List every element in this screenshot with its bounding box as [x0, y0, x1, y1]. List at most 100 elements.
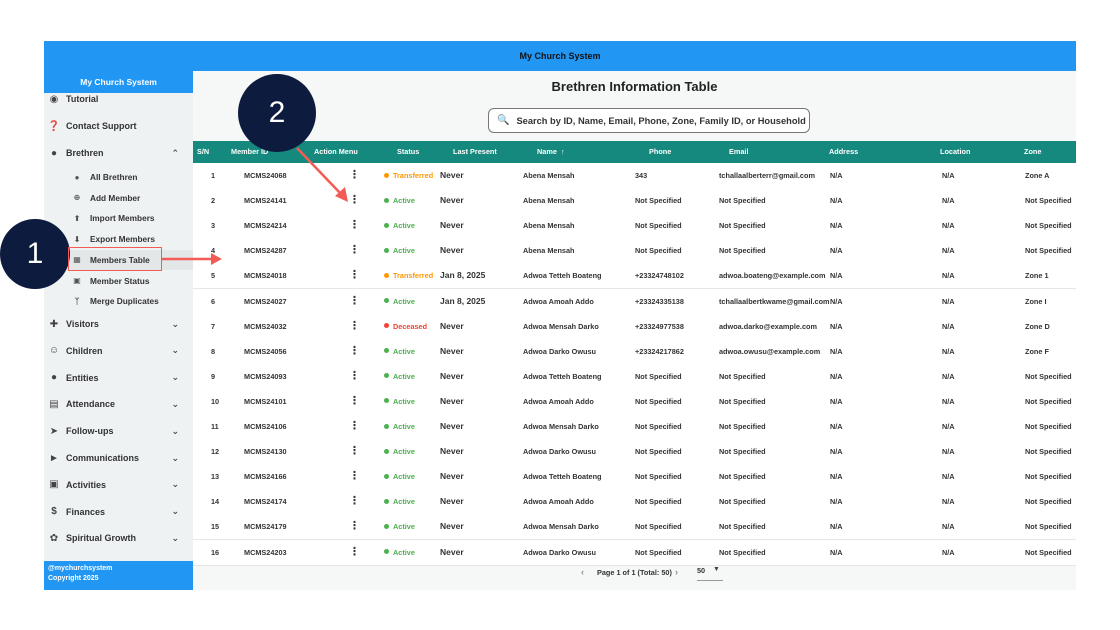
cell-name: Adwoa Amoah Addo: [523, 296, 594, 306]
status-dot-icon: [384, 423, 389, 429]
action-menu-icon[interactable]: ⋮: [349, 369, 360, 382]
action-menu-icon[interactable]: ⋮: [349, 545, 360, 558]
cell-name: Adwoa Mensah Darko: [523, 522, 599, 532]
action-menu-icon[interactable]: ⋮: [349, 520, 360, 533]
cell-phone: Not Specified: [635, 522, 682, 532]
cell-phone: +23324748102: [635, 271, 684, 281]
table-row[interactable]: 12 MCMS24130 Never Adwoa Darko Owusu Not Spe…: [193, 439, 1076, 466]
sidebar-subitem[interactable]: ᛉ Merge Duplicates: [44, 291, 193, 311]
action-menu-icon[interactable]: ⋮: [349, 495, 360, 508]
cell-phone: Not Specified: [635, 497, 682, 507]
action-menu-icon[interactable]: ⋮: [349, 470, 360, 483]
cell-address: N/A: [830, 396, 843, 406]
merge-icon: ᛉ: [74, 296, 80, 306]
cell-email: Not Specified: [719, 547, 766, 557]
column-header[interactable]: Name: [537, 147, 557, 156]
action-menu-icon[interactable]: ⋮: [349, 244, 360, 257]
prev-page-icon[interactable]: ‹: [581, 567, 584, 577]
sidebar-item-brethren[interactable]: ● Brethren ⌃: [44, 143, 193, 163]
sidebar-section[interactable]: ▤ Attendance ⌄: [44, 394, 193, 414]
column-header[interactable]: Location: [940, 147, 971, 156]
column-header[interactable]: S/N: [197, 147, 210, 156]
cell-name: Adwoa Amoah Addo: [523, 396, 594, 406]
action-menu-icon[interactable]: ⋮: [349, 219, 360, 232]
column-header[interactable]: Last Present: [453, 147, 497, 156]
sidebar-section[interactable]: ✿ Spiritual Growth ⌄: [44, 528, 193, 548]
search-input[interactable]: [516, 115, 807, 126]
sidebar-section[interactable]: ► Communications ⌄: [44, 448, 193, 468]
cell-member-id: MCMS24027: [244, 296, 287, 306]
sidebar-section[interactable]: ● Entities ⌄: [44, 368, 193, 388]
table-row[interactable]: 15 MCMS24179 Never Adwoa Mensah Darko Not Sp…: [193, 514, 1076, 541]
column-header[interactable]: Action Menu: [314, 147, 358, 156]
column-header[interactable]: Phone: [649, 147, 672, 156]
sidebar-section[interactable]: ▣ Activities ⌄: [44, 475, 193, 495]
sidebar-subitem[interactable]: ● All Brethren: [44, 167, 193, 187]
column-header[interactable]: Address: [829, 147, 859, 156]
table-row[interactable]: 3 MCMS24214 Never Abena Mensah Not Specified…: [193, 213, 1076, 240]
cell-member-id: MCMS24101: [244, 396, 287, 406]
status-label: Active: [393, 497, 415, 507]
chevron-down-icon: ⌄: [171, 318, 179, 329]
status-dot-icon: [384, 523, 389, 529]
cell-last-present: Never: [440, 245, 464, 256]
sidebar-subitem[interactable]: ⊕ Add Member: [44, 188, 193, 208]
sidebar-item-label: Tutorial: [66, 94, 99, 104]
status-badge: Active: [384, 489, 415, 514]
table-row[interactable]: 14 MCMS24174 Never Adwoa Amoah Addo Not Spec…: [193, 489, 1076, 516]
arrow-2-line: [296, 147, 342, 195]
action-menu-icon[interactable]: ⋮: [349, 420, 360, 432]
pagination-info: Page 1 of 1 (Total: 50): [597, 568, 672, 577]
table-row[interactable]: 6 MCMS24027 Jan 8, 2025 Adwoa Amoah Addo +23…: [193, 288, 1076, 315]
upload-icon: ⬆: [73, 213, 81, 223]
annotation-label: 2: [268, 96, 286, 129]
sidebar-subitem[interactable]: ⬇ Export Members: [44, 229, 193, 249]
sidebar-item-contact-support[interactable]: ❓ Contact Support: [44, 116, 193, 136]
cell-name: Adwoa Darko Owusu: [523, 447, 596, 457]
status-label: Transferred: [393, 171, 434, 180]
cell-zone: Zone 1: [1025, 271, 1049, 281]
cell-member-id: MCMS24068: [244, 171, 287, 180]
search-box[interactable]: 🔍: [488, 108, 810, 133]
cell-zone: Not Specified: [1025, 196, 1072, 206]
action-menu-icon[interactable]: ⋮: [349, 294, 360, 307]
column-header[interactable]: Member ID: [231, 147, 269, 156]
sidebar-item-tutorial[interactable]: ◉ Tutorial: [44, 89, 193, 109]
action-menu-icon[interactable]: ⋮: [349, 344, 360, 357]
sidebar-section[interactable]: ➤ Follow-ups ⌄: [44, 421, 193, 441]
table-row[interactable]: 16 MCMS24203 Never Adwoa Darko Owusu Not Spe…: [193, 539, 1076, 566]
sidebar-item-label: Spiritual Growth: [66, 533, 137, 544]
sidebar-subitem[interactable]: ▦ Members Table: [44, 249, 193, 270]
action-menu-icon[interactable]: ⋮: [349, 169, 360, 181]
table-row[interactable]: 8 MCMS24056 Never Adwoa Darko Owusu +2332421…: [193, 338, 1076, 365]
table-row[interactable]: 11 MCMS24106 Never Adwoa Mensah Darko Not Sp…: [193, 414, 1076, 440]
next-page-icon[interactable]: ›: [675, 567, 678, 577]
chevron-down-icon: ▼: [713, 566, 720, 573]
action-menu-icon[interactable]: ⋮: [349, 194, 360, 207]
sidebar-section[interactable]: ☺ Children ⌄: [44, 341, 193, 361]
cell-zone: Zone I: [1025, 296, 1047, 306]
sidebar-subitem[interactable]: ▣ Member Status: [44, 271, 193, 291]
table-row[interactable]: 5 MCMS24018 Jan 8, 2025 Adwoa Tetteh Boaten…: [193, 263, 1076, 290]
cell-email: Not Specified: [719, 472, 766, 482]
table-row[interactable]: 9 MCMS24093 Never Adwoa Tetteh Boateng Not S…: [193, 363, 1076, 390]
action-menu-icon[interactable]: ⋮: [349, 319, 360, 332]
action-menu-icon[interactable]: ⋮: [349, 394, 360, 407]
page-size-select[interactable]: 50 ▼: [697, 566, 723, 581]
sidebar-section[interactable]: $ Finances ⌄: [44, 502, 193, 522]
child-icon: ☺: [48, 345, 60, 357]
action-menu-icon[interactable]: ⋮: [349, 445, 360, 458]
table-row[interactable]: 13 MCMS24166 Never Adwoa Tetteh Boateng Not …: [193, 464, 1076, 491]
sort-arrow-icon[interactable]: ↑: [561, 147, 565, 156]
action-menu-icon[interactable]: ⋮: [349, 269, 360, 282]
ticket-icon: ▣: [49, 479, 59, 491]
table-row[interactable]: 1 MCMS24068 Never Abena Mensah 343 tchallaalb…: [193, 163, 1076, 189]
sidebar-subitem[interactable]: ⬆ Import Members: [44, 208, 193, 228]
column-header[interactable]: Email: [729, 147, 749, 156]
column-header[interactable]: Status: [397, 147, 420, 156]
column-header[interactable]: Zone: [1024, 147, 1042, 156]
sidebar-section[interactable]: ✚ Visitors ⌄: [44, 314, 193, 334]
cell-email: Not Specified: [719, 221, 766, 231]
cell-zone: Not Specified: [1025, 547, 1072, 557]
help-icon: ❓: [47, 120, 61, 132]
